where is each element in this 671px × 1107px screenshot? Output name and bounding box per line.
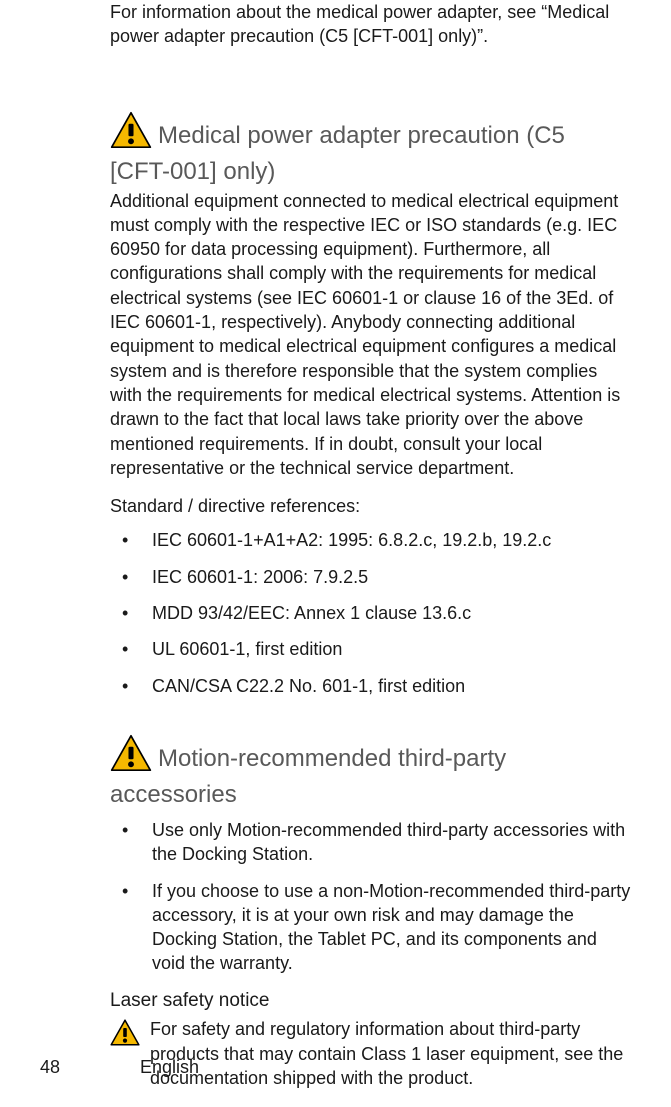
medical-power-body: Additional equipment connected to medica… (110, 189, 631, 481)
list-item: Use only Motion-recommended third-party … (110, 818, 631, 867)
medical-power-heading: Medical power adapter precaution (C5 [CF… (110, 111, 631, 187)
heading-text: Motion-recommended third-party accessori… (110, 745, 506, 808)
accessories-list: Use only Motion-recommended third-party … (110, 818, 631, 976)
warning-icon (110, 111, 152, 157)
list-item: If you choose to use a non-Motion-recomm… (110, 879, 631, 976)
intro-paragraph: For information about the medical power … (110, 0, 631, 49)
laser-heading: Laser safety notice (110, 988, 631, 1014)
page-number: 48 (40, 1055, 80, 1079)
page-footer: 48 English (0, 1055, 671, 1079)
references-intro: Standard / directive references: (110, 494, 631, 518)
spacer (110, 710, 631, 734)
document-page: For information about the medical power … (0, 0, 671, 1107)
accessories-heading: Motion-recommended third-party accessori… (110, 734, 631, 810)
references-list: IEC 60601-1+A1+A2: 1995: 6.8.2.c, 19.2.b… (110, 528, 631, 697)
list-item: UL 60601-1, first edition (110, 637, 631, 661)
footer-language: English (140, 1055, 199, 1079)
warning-icon (110, 1017, 140, 1052)
warning-icon (110, 734, 152, 780)
heading-text: Medical power adapter precaution (C5 [CF… (110, 122, 565, 185)
list-item: IEC 60601-1: 2006: 7.9.2.5 (110, 565, 631, 589)
list-item: IEC 60601-1+A1+A2: 1995: 6.8.2.c, 19.2.b… (110, 528, 631, 552)
list-item: CAN/CSA C22.2 No. 601-1, first edition (110, 674, 631, 698)
spacer (110, 63, 631, 111)
list-item: MDD 93/42/EEC: Annex 1 clause 13.6.c (110, 601, 631, 625)
